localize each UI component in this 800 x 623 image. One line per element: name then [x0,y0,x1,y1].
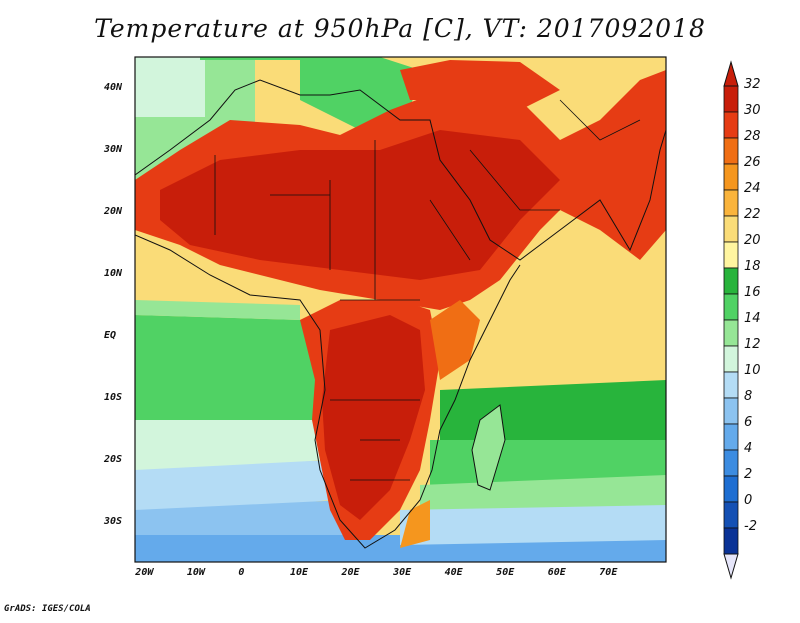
lon-tick-label: 30E [393,567,412,578]
colorbar-segment [723,189,739,217]
colorbar-segment [723,85,739,113]
colorbar-label: 30 [744,103,761,118]
colorbar-label: 2 [744,467,753,482]
colorbar-segment [723,501,739,529]
lon-tick-label: 60E [547,567,566,578]
colorbar-label: 6 [744,415,753,430]
plot-frame [134,56,667,563]
lat-tick-label: 30N [104,143,123,155]
lat-tick-label: EQ [104,329,117,341]
colorbar-segment [723,241,739,269]
colorbar-segment [723,293,739,321]
colorbar-segment [723,319,739,347]
colorbar-label: 4 [744,441,753,456]
chart-title: Temperature at 950hPa [C], VT: 201709201… [94,14,706,43]
lon-tick-label: 50E [496,567,515,578]
colorbar-label: 8 [744,389,753,404]
colorbar-segment [723,527,739,555]
lat-tick-label: 10S [104,391,123,403]
colorbar-segment [723,345,739,373]
lat-tick-label: 20S [104,453,123,465]
colorbar-segment [723,371,739,399]
colorbar-label: 28 [744,129,761,144]
colorbar-label: 22 [744,207,761,222]
colorbar-segment [723,137,739,165]
colorbar-label: 10 [744,363,761,378]
lat-tick-label: 10N [104,267,123,279]
colorbar-label: 20 [744,233,761,248]
colorbar-segment [723,397,739,425]
colorbar-label: 0 [744,493,753,508]
lat-tick-label: 40N [104,81,123,93]
lon-tick-label: 20W [135,567,154,578]
colorbar-label: 18 [744,259,761,274]
lat-tick-label: 20N [104,205,123,217]
colorbar-segment [723,163,739,191]
lon-tick-label: 10E [289,567,309,578]
temperature-field [135,57,666,562]
lon-tick-label: 0 [238,567,245,578]
colorbar-segment [723,267,739,295]
lon-tick-label: 20E [341,567,360,578]
colorbar-bottom-arrow [723,553,739,580]
colorbar-segment [723,111,739,139]
colorbar-label: 24 [744,181,761,196]
lon-tick-label: 10W [186,567,205,578]
colorbar-label: 32 [744,77,761,92]
lat-tick-label: 30S [104,515,123,527]
colorbar-label: 16 [744,285,761,300]
colorbar-segment [723,215,739,243]
lon-tick-label: 70E [599,567,618,578]
colorbar-segment [723,449,739,477]
colorbar-label: 26 [744,155,761,170]
grads-credit: GrADS: IGES/COLA [4,604,91,614]
colorbar-top-arrow [723,60,739,87]
colorbar-label: 14 [744,311,761,326]
colorbar-segment [723,475,739,503]
colorbar [723,60,739,580]
colorbar-label: -2 [744,519,757,534]
lon-tick-label: 40E [444,567,463,578]
colorbar-label: 12 [744,337,761,352]
colorbar-segment [723,423,739,451]
